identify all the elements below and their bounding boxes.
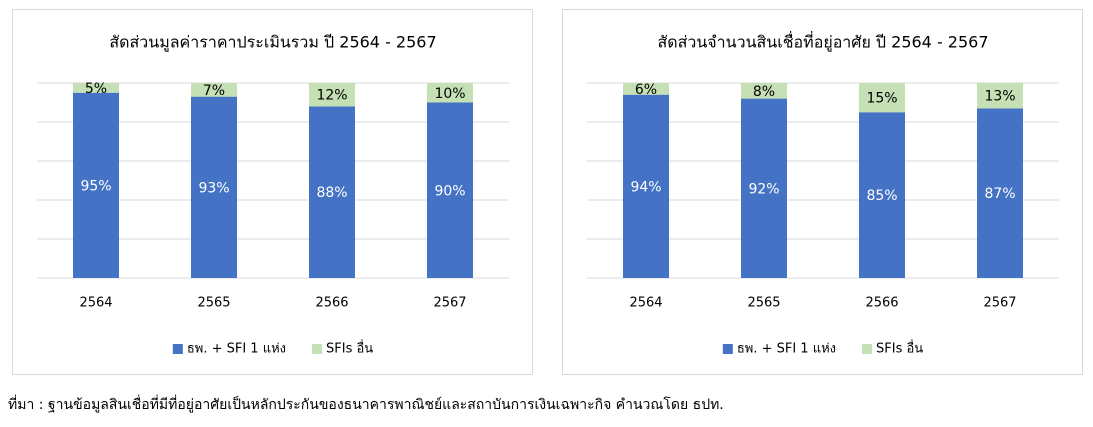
data-label: 95% <box>80 178 111 194</box>
bar-segment <box>309 83 355 107</box>
legend-swatch <box>722 344 733 354</box>
data-label: 10% <box>434 86 465 102</box>
bar-segment <box>73 92 119 278</box>
x-tick-label: 2564 <box>79 296 112 311</box>
data-label: 7% <box>203 83 225 99</box>
data-label: 13% <box>984 89 1015 105</box>
legend-swatch <box>312 344 323 354</box>
data-label: 93% <box>198 180 229 196</box>
bar-segment <box>623 94 669 278</box>
bar-segment <box>741 98 787 278</box>
bar-segment <box>309 106 355 279</box>
bar-segment <box>427 102 473 278</box>
data-label: 85% <box>866 188 897 204</box>
bar-segment <box>427 83 473 103</box>
bar-segment <box>191 83 237 97</box>
data-label: 8% <box>753 84 775 100</box>
x-tick-label: 2565 <box>197 296 230 311</box>
x-tick-label: 2564 <box>629 296 662 311</box>
data-label: 88% <box>316 185 347 201</box>
chart-title: สัดส่วนมูลค่าราคาประเมินรวม ปี 2564 - 25… <box>109 33 436 53</box>
x-tick-label: 2566 <box>865 296 898 311</box>
legend-swatch <box>862 344 873 354</box>
chart-box: สัดส่วนจำนวนสินเชื่อที่อยู่อาศัย ปี 2564… <box>562 9 1083 375</box>
legend-label: ธพ. + SFI 1 แห่ง <box>737 342 836 357</box>
data-label: 5% <box>85 81 107 97</box>
chart-box: สัดส่วนมูลค่าราคาประเมินรวม ปี 2564 - 25… <box>12 9 533 375</box>
chart: สัดส่วนมูลค่าราคาประเมินรวม ปี 2564 - 25… <box>37 33 509 357</box>
bar-segment <box>859 112 905 278</box>
bar-segment <box>977 83 1023 109</box>
data-label: 87% <box>984 186 1015 202</box>
footnote: ที่มา : ฐานข้อมูลสินเชื่อที่มีที่อยู่อาศ… <box>8 397 724 413</box>
bar-segment <box>73 83 119 93</box>
legend-label: SFIs อื่น <box>876 340 923 357</box>
legend-label: ธพ. + SFI 1 แห่ง <box>187 342 286 357</box>
bar-segment <box>623 83 669 95</box>
data-label: 12% <box>316 88 347 104</box>
data-label: 92% <box>748 181 779 197</box>
data-label: 94% <box>630 179 661 195</box>
x-tick-label: 2567 <box>433 296 466 311</box>
data-label: 6% <box>635 82 657 98</box>
legend-label: SFIs อื่น <box>326 340 373 357</box>
bar-segment <box>191 96 237 279</box>
bar-segment <box>859 83 905 113</box>
x-tick-label: 2566 <box>315 296 348 311</box>
bar-segment <box>741 83 787 99</box>
data-label: 90% <box>434 183 465 199</box>
data-label: 15% <box>866 91 897 107</box>
legend-swatch <box>172 344 183 354</box>
x-tick-label: 2567 <box>983 296 1016 311</box>
x-tick-label: 2565 <box>747 296 780 311</box>
chart-title: สัดส่วนจำนวนสินเชื่อที่อยู่อาศัย ปี 2564… <box>657 31 988 53</box>
chart: สัดส่วนจำนวนสินเชื่อที่อยู่อาศัย ปี 2564… <box>587 31 1059 357</box>
bar-segment <box>977 108 1023 278</box>
